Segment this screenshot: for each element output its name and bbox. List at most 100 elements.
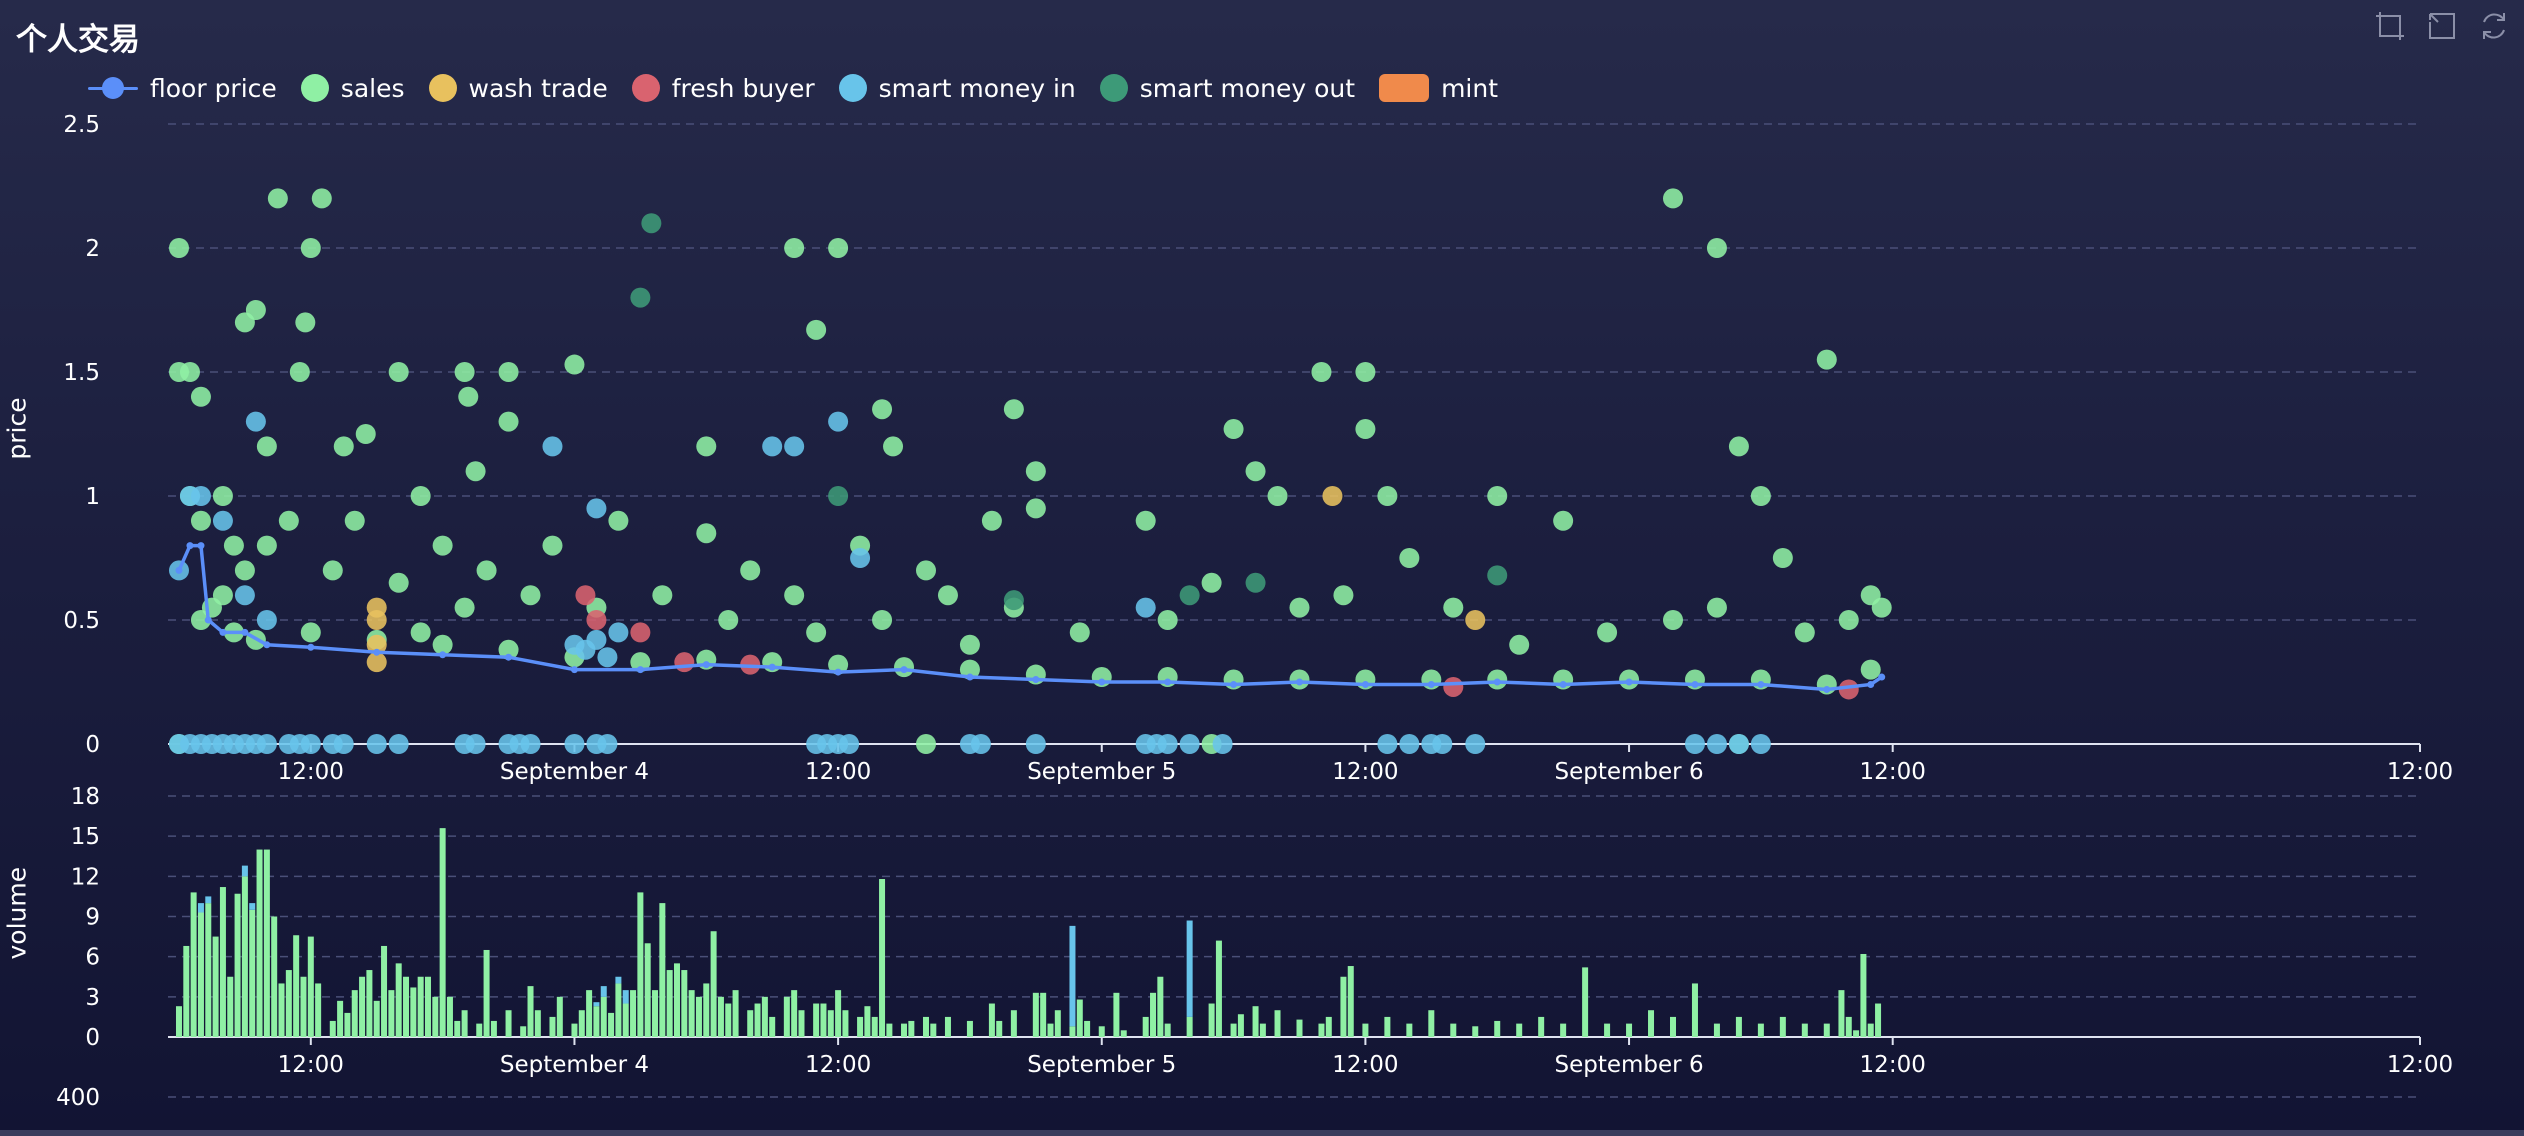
volume-bar-sales — [871, 1016, 878, 1037]
scatter-point-sales — [256, 535, 277, 556]
legend-swatch — [1099, 74, 1128, 102]
legend-label: sales — [340, 73, 405, 103]
volume-bar-sales — [673, 963, 680, 1037]
scatter-point-smart-money-in — [1728, 734, 1749, 754]
legend-item-floor-price[interactable]: floor price — [88, 74, 277, 103]
volume-bar-smart-money-in — [1186, 920, 1193, 1017]
scatter-point-sales — [1267, 486, 1288, 506]
legend-item-mint[interactable]: mint — [1379, 74, 1498, 103]
volume-bar-sales — [688, 990, 695, 1037]
toolbox — [2374, 10, 2510, 42]
volume-bar-sales — [1860, 953, 1867, 1037]
volume-bar-sales — [1259, 1023, 1266, 1037]
volume-bar-sales — [791, 990, 798, 1037]
volume-bar-sales — [1047, 1023, 1054, 1037]
volume-bar-sales — [1054, 1010, 1061, 1037]
volume-bar-sales — [454, 1020, 461, 1037]
scatter-point-smart-money-in — [1212, 734, 1233, 754]
legend-item-fresh-buyer[interactable]: fresh buyer — [631, 73, 815, 103]
floor-price-point — [1559, 680, 1567, 688]
volume-bar-smart-money-in — [249, 903, 256, 910]
scatter-point-sales — [454, 362, 475, 382]
legend-item-wash-trade[interactable]: wash trade — [428, 74, 608, 103]
scatter-point-sales — [1860, 585, 1881, 606]
floor-price-point — [197, 542, 205, 550]
floor-price-point — [505, 653, 513, 661]
legend-swatch — [838, 74, 867, 102]
legend-swatch — [631, 74, 660, 102]
scatter-point-smart-money-in — [839, 734, 860, 754]
zoom-reset-icon[interactable] — [2426, 10, 2458, 42]
volume-bar-sales — [725, 1003, 732, 1037]
price-y-tick-label: 2.5 — [63, 112, 100, 138]
volume-bar-sales — [1010, 1010, 1017, 1037]
volume-bar-sales — [1691, 983, 1698, 1037]
volume-bar-sales — [1735, 1016, 1742, 1037]
floor-price-point — [900, 666, 908, 674]
volume-bar-sales — [1164, 1023, 1171, 1037]
volume-bar-sales — [1215, 940, 1222, 1037]
volume-x-tick-label: 12:00 — [1860, 1052, 1926, 1078]
volume-bar-sales — [1757, 1023, 1764, 1037]
legend-item-smart-money-in[interactable]: smart money in — [838, 74, 1076, 103]
volume-bar-sales — [901, 1023, 908, 1037]
volume-bar-smart-money-in — [197, 903, 204, 913]
volume-bar-sales — [1604, 1023, 1611, 1037]
scatter-point-smart-money-in — [256, 610, 277, 630]
scatter-point-sales — [300, 622, 321, 643]
scatter-point-smart-money-in — [586, 498, 607, 519]
floor-price-point — [570, 666, 578, 674]
scatter-point-sales — [1333, 585, 1354, 606]
volume-bar-sales — [1120, 1030, 1127, 1037]
volume-bar-sales — [403, 976, 410, 1037]
scatter-point-sales — [190, 510, 211, 531]
volume-bar-sales — [285, 970, 292, 1037]
restore-icon[interactable] — [2478, 10, 2510, 42]
volume-bar-sales — [1325, 1016, 1332, 1037]
volume-bar-smart-money-in — [593, 1002, 600, 1007]
volume-bar-sales — [1098, 1026, 1105, 1037]
scatter-point-smart-money-in — [1025, 734, 1046, 754]
volume-y-tick-label: 12 — [71, 864, 100, 890]
volume-bar-sales — [630, 990, 637, 1037]
floor-price-point — [1295, 678, 1303, 686]
scatter-point-sales — [454, 597, 475, 618]
volume-y-tick-label: 6 — [85, 945, 100, 971]
legend-item-sales[interactable]: sales — [300, 73, 405, 103]
scatter-point-sales — [520, 585, 541, 606]
scatter-point-sales — [1311, 362, 1332, 382]
volume-bar-sales — [1274, 1010, 1281, 1037]
price-x-tick-label: September 6 — [1555, 759, 1704, 785]
legend-label: fresh buyer — [671, 73, 815, 103]
volume-bar-sales — [1582, 967, 1589, 1037]
scatter-point-sales — [212, 486, 233, 506]
volume-bar-sales — [637, 892, 644, 1037]
volume-bar-sales — [1296, 1019, 1303, 1037]
legend-item-smart-money-out[interactable]: smart money out — [1099, 74, 1355, 103]
scatter-point-smart-money-in — [1465, 734, 1486, 754]
volume-y-tick-label: 0 — [85, 1025, 100, 1051]
volume-bar-sales — [930, 1023, 937, 1037]
floor-price-point — [1867, 680, 1875, 688]
volume-bar-sales — [652, 990, 659, 1037]
volume-bar-sales — [732, 990, 739, 1037]
scatter-point-smart-money-in — [828, 411, 849, 432]
volume-bar-sales — [1157, 976, 1164, 1037]
scatter-point-smart-money-in — [245, 411, 266, 432]
scatter-point-smart-money-in — [1432, 734, 1453, 754]
price-y-tick-label: 0 — [85, 732, 100, 758]
floor-price-point — [1361, 680, 1369, 688]
scatter-point-sales — [828, 238, 849, 258]
scatter-point-sales — [937, 585, 958, 606]
volume-x-tick-label: 12:00 — [805, 1052, 871, 1078]
volume-bar-sales — [556, 996, 563, 1037]
volume-bar-sales — [395, 963, 402, 1037]
scatter-point-sales — [1553, 510, 1574, 531]
scatter-point-sales — [1816, 349, 1837, 370]
scatter-point-sales — [190, 386, 211, 407]
volume-bar-sales — [234, 893, 241, 1037]
scatter-point-smart-money-in — [608, 622, 629, 643]
scatter-point-smart-money-in — [1706, 734, 1727, 754]
volume-bar-sales — [1845, 1016, 1852, 1037]
data-zoom-icon[interactable] — [2374, 10, 2406, 42]
